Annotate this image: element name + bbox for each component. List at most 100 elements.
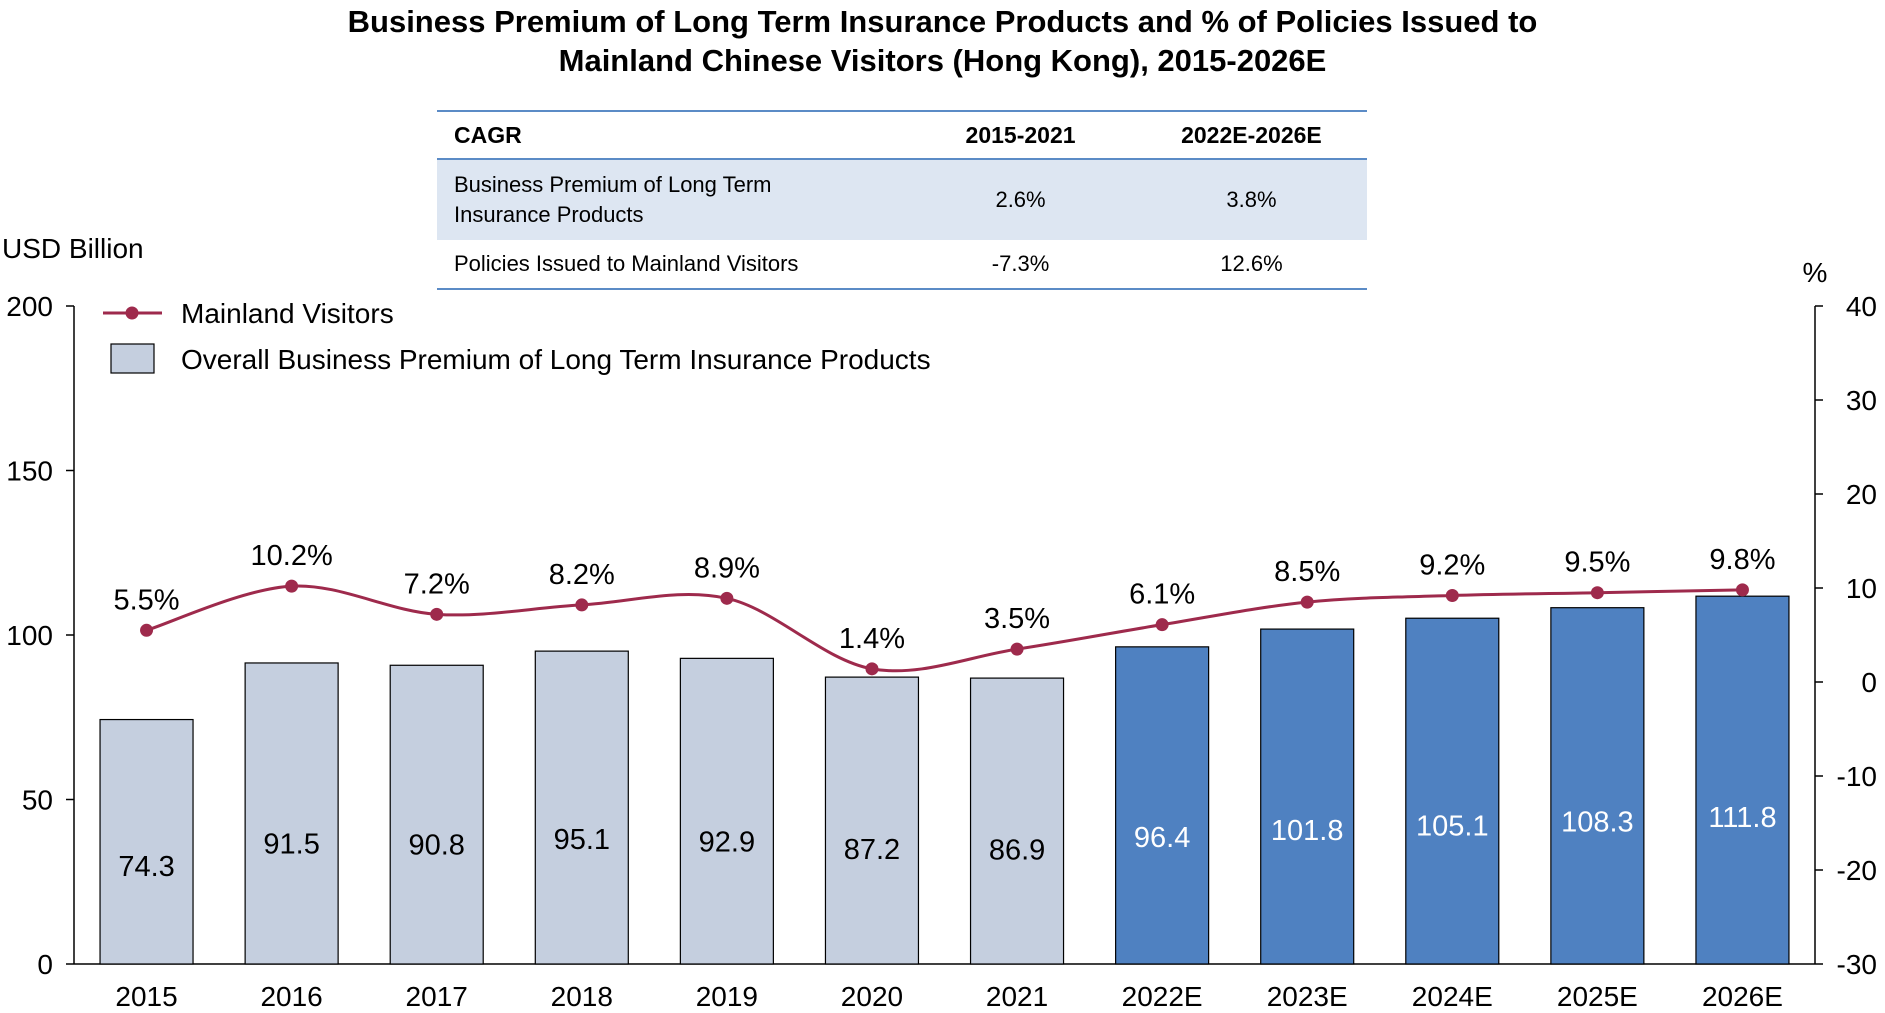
left-tick-label: 150 <box>6 456 53 487</box>
chart-legend: Mainland Visitors Overall Business Premiu… <box>103 298 931 375</box>
chart-title: Business Premium of Long Term Insurance … <box>0 2 1885 80</box>
right-tick-label: 10 <box>1846 573 1877 604</box>
x-tick-label: 2017 <box>406 981 468 1012</box>
cagr-value: 3.8% <box>1135 159 1367 240</box>
bar-value-label: 91.5 <box>263 829 319 861</box>
bar <box>824 676 920 965</box>
right-tick-label: 30 <box>1846 385 1877 416</box>
bar-value-label: 90.8 <box>408 830 464 862</box>
bar-value-label: 92.9 <box>699 827 755 859</box>
bar-value-label: 105.1 <box>1416 811 1489 843</box>
cagr-row-label-line2: Insurance Products <box>454 202 644 227</box>
legend-bar-label: Overall Business Premium of Long Term In… <box>181 344 931 375</box>
right-tick-label: 40 <box>1846 291 1877 322</box>
left-tick-label: 0 <box>37 949 53 980</box>
bar-value-label: 111.8 <box>1708 802 1776 834</box>
line-value-label: 9.8% <box>1709 544 1775 576</box>
cagr-table: CAGR 2015-2021 2022E-2026E Business Prem… <box>437 110 1367 290</box>
bar-value-label: 86.9 <box>989 835 1045 867</box>
chart-title-line2: Mainland Chinese Visitors (Hong Kong), 2… <box>558 43 1327 78</box>
line-point <box>430 607 444 621</box>
line-value-label: 5.5% <box>113 584 179 616</box>
cagr-row-premium: Business Premium of Long Term Insurance … <box>437 159 1367 240</box>
line-series: 5.5% 10.2% 7.2% 8.2% 8.9% 1.4% 3.5% 6.1% 8.5% 9.2… <box>113 540 1776 676</box>
line-point <box>720 591 734 605</box>
line-value-label: 6.1% <box>1129 579 1195 611</box>
line-point <box>1155 618 1169 632</box>
cagr-value: 2.6% <box>905 159 1136 240</box>
bar <box>1405 617 1500 965</box>
line-value-label: 1.4% <box>839 623 905 655</box>
line-value-label: 10.2% <box>251 540 333 572</box>
cagr-row-label: Policies Issued to Mainland Visitors <box>437 240 906 290</box>
cagr-value: 12.6% <box>1135 240 1367 290</box>
line-point <box>1300 595 1314 609</box>
x-tick-label: 2024E <box>1412 981 1493 1012</box>
left-tick-label: 100 <box>6 620 53 651</box>
legend-line-marker <box>125 306 139 320</box>
x-tick-label: 2025E <box>1557 981 1638 1012</box>
cagr-value: -7.3% <box>905 240 1136 290</box>
bar-value-label: 96.4 <box>1134 822 1190 854</box>
line-value-label: 9.5% <box>1564 547 1630 579</box>
line-value-label: 8.2% <box>549 559 615 591</box>
bar <box>389 664 484 965</box>
line-point <box>1010 642 1024 656</box>
chart-title-line1: Business Premium of Long Term Insurance … <box>347 4 1538 39</box>
cagr-row-label-line1: Business Premium of Long Term <box>454 172 772 197</box>
x-tick-label: 2022E <box>1122 981 1203 1012</box>
left-tick-label: 50 <box>22 785 53 816</box>
right-axis-title: % <box>1803 257 1828 288</box>
bar <box>244 662 339 965</box>
x-tick-label: 2021 <box>986 981 1048 1012</box>
line-point <box>865 662 879 676</box>
legend-line-label: Mainland Visitors <box>181 298 394 329</box>
x-tick-label: 2015 <box>115 981 177 1012</box>
bar <box>1550 607 1645 965</box>
line-value-label: 9.2% <box>1419 550 1485 582</box>
bar <box>969 677 1065 965</box>
chart-axes: 0 50 100 150 200 -30 -20 -10 0 10 20 30 40 USD Billio… <box>2 233 1877 1012</box>
left-tick-label: 200 <box>6 291 53 322</box>
bar-series: 74.3 91.5 90.8 95.1 92.9 87.2 86.9 96.4 101.8 105… <box>99 595 1790 965</box>
bar-value-label: 95.1 <box>554 824 610 856</box>
bar <box>534 650 629 965</box>
bar <box>99 718 194 965</box>
cagr-header-period2: 2022E-2026E <box>1135 110 1367 160</box>
line-point <box>1735 583 1749 597</box>
cagr-table-header: CAGR 2015-2021 2022E-2026E <box>437 110 1367 160</box>
line-path <box>146 584 1743 673</box>
right-tick-label: 20 <box>1846 479 1877 510</box>
bar-value-label: 87.2 <box>844 834 900 866</box>
cagr-row-label: Business Premium of Long Term Insurance … <box>437 159 906 240</box>
left-axis-title: USD Billion <box>2 233 144 264</box>
cagr-row-policies: Policies Issued to Mainland Visitors -7.… <box>437 240 1367 290</box>
line-point <box>140 623 154 637</box>
line-point <box>1445 589 1459 603</box>
line-value-label: 7.2% <box>404 568 470 600</box>
bar <box>1115 646 1210 965</box>
x-tick-label: 2020 <box>841 981 903 1012</box>
x-tick-label: 2019 <box>696 981 758 1012</box>
x-tick-label: 2023E <box>1267 981 1348 1012</box>
bar <box>1695 595 1790 965</box>
bar-value-label: 74.3 <box>118 851 174 883</box>
line-point <box>285 579 299 593</box>
line-value-label: 8.9% <box>694 552 760 584</box>
right-tick-label: 0 <box>1861 667 1877 698</box>
right-tick-label: -20 <box>1837 855 1877 886</box>
legend-bar-swatch <box>110 343 155 374</box>
bar <box>1260 628 1355 965</box>
cagr-header-label: CAGR <box>437 110 906 160</box>
bar-value-label: 108.3 <box>1561 806 1634 838</box>
right-tick-label: -30 <box>1837 949 1877 980</box>
x-tick-label: 2026E <box>1702 981 1783 1012</box>
line-point <box>575 598 589 612</box>
cagr-header-period1: 2015-2021 <box>905 110 1136 160</box>
line-point <box>1590 586 1604 600</box>
bar-value-label: 101.8 <box>1271 815 1344 847</box>
x-tick-label: 2016 <box>260 981 322 1012</box>
right-tick-label: -10 <box>1837 761 1877 792</box>
x-tick-label: 2018 <box>551 981 613 1012</box>
